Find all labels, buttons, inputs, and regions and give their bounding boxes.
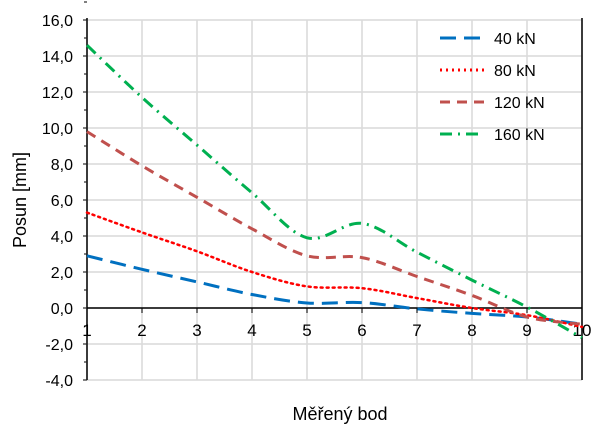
x-tick-label: 4 — [247, 321, 256, 340]
y-tick-label: 6,0 — [51, 193, 73, 210]
y-tick-label: 2,0 — [51, 265, 73, 282]
x-tick-label: 6 — [357, 321, 366, 340]
y-tick-label: 16,0 — [42, 13, 73, 30]
y-tick-label: 14,0 — [42, 49, 73, 66]
legend-label: 160 kN — [494, 127, 545, 144]
legend-label: 40 kN — [494, 31, 536, 48]
y-tick-label: 8,0 — [51, 157, 73, 174]
y-tick-label: -2,0 — [45, 337, 73, 354]
legend-label: 120 kN — [494, 95, 545, 112]
y-tick-label: -4,0 — [45, 373, 73, 390]
x-tick-label: 9 — [522, 321, 531, 340]
legend-label: 80 kN — [494, 63, 536, 80]
series-line-80kN — [85, 211, 584, 329]
y-axis-label: Posun [mm] — [10, 152, 30, 248]
y-tick-label: 0,0 — [51, 301, 73, 318]
x-tick-label: 8 — [467, 321, 476, 340]
series-line-120kN — [86, 130, 583, 326]
x-axis-label: Měřený bod — [292, 404, 387, 424]
x-tick-label: 3 — [192, 321, 201, 340]
y-tick-label: 12,0 — [42, 85, 73, 102]
x-tick-label: 7 — [412, 321, 421, 340]
series-line-160kN — [85, 44, 583, 340]
y-tick-label: 10,0 — [42, 121, 73, 138]
x-tick-label: 5 — [302, 321, 311, 340]
y-tick-label: 4,0 — [51, 229, 73, 246]
series-line-40kN — [86, 254, 583, 326]
x-tick-label: 2 — [137, 321, 146, 340]
